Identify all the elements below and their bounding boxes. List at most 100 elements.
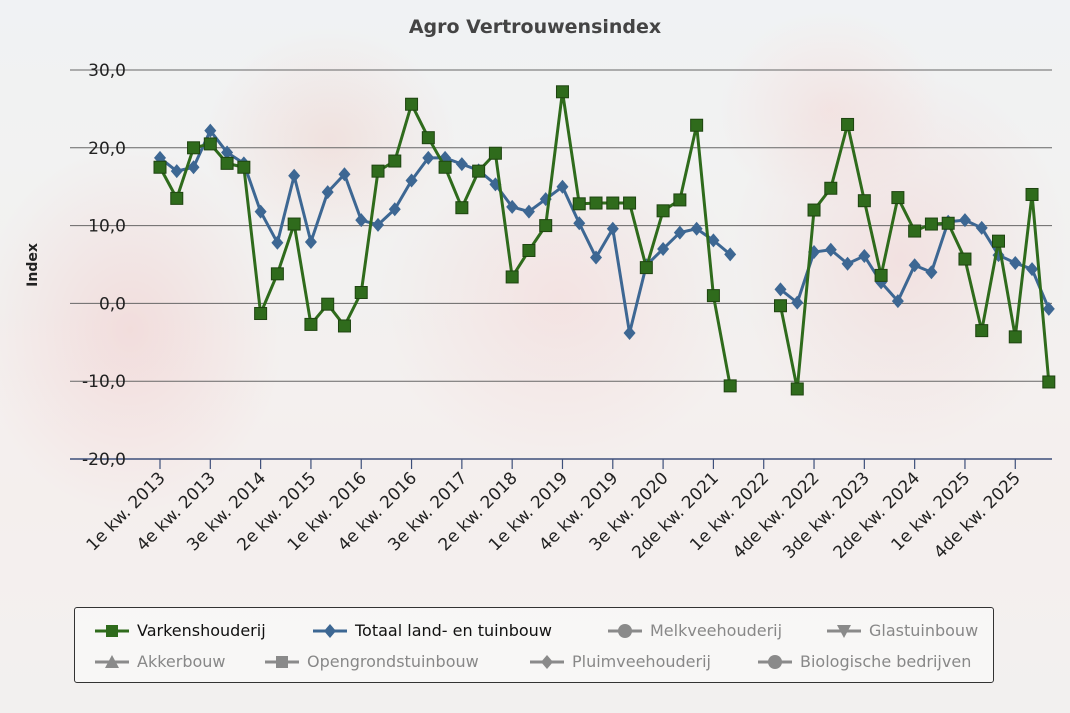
data-point[interactable] [673,225,686,240]
data-point[interactable] [656,204,670,218]
data-point[interactable] [690,221,703,236]
data-point[interactable] [573,216,586,231]
data-point[interactable] [1009,255,1022,270]
data-point[interactable] [1042,301,1055,316]
data-point[interactable] [690,118,704,132]
data-point[interactable] [1026,262,1039,277]
data-point[interactable] [237,160,251,174]
data-point[interactable] [908,224,922,238]
data-point[interactable] [455,201,469,215]
legend-item-6[interactable]: Pluimveehouderij [530,652,711,671]
data-point[interactable] [824,242,837,257]
data-point[interactable] [170,191,184,205]
data-point[interactable] [270,267,284,281]
data-point[interactable] [975,324,989,338]
data-point[interactable] [170,164,183,179]
data-point[interactable] [187,141,201,155]
data-point[interactable] [824,181,838,195]
data-point[interactable] [203,137,217,151]
data-point[interactable] [506,199,519,214]
data-point[interactable] [858,248,871,263]
data-point[interactable] [958,252,972,266]
data-point[interactable] [1008,330,1022,344]
data-point[interactable] [639,261,653,275]
data-point[interactable] [522,243,536,257]
data-point[interactable] [673,193,687,207]
data-point[interactable] [488,146,502,160]
data-point[interactable] [254,204,267,219]
data-point[interactable] [371,164,385,178]
data-point[interactable] [422,150,435,165]
data-point[interactable] [421,131,435,145]
legend-item-7[interactable]: Biologische bedrijven [758,652,971,671]
data-point[interactable] [355,213,368,228]
data-point[interactable] [405,173,418,188]
data-point[interactable] [891,294,904,309]
data-point[interactable] [941,216,955,230]
data-point[interactable] [321,297,335,311]
data-point[interactable] [472,164,486,178]
data-point[interactable] [388,154,402,168]
data-point[interactable] [1042,375,1056,389]
data-point[interactable] [438,160,452,174]
data-point[interactable] [271,235,284,250]
data-point[interactable] [723,379,737,393]
data-point[interactable] [623,325,636,340]
data-point[interactable] [707,233,720,248]
data-point[interactable] [405,97,419,111]
data-point[interactable] [204,123,217,138]
legend-item-2[interactable]: Melkveehouderij [608,621,782,640]
data-point[interactable] [220,156,234,170]
data-point[interactable] [455,157,468,172]
data-point[interactable] [187,160,200,175]
data-point[interactable] [153,160,167,174]
data-point[interactable] [874,268,888,282]
data-point[interactable] [321,185,334,200]
data-point[interactable] [337,319,351,333]
data-point[interactable] [287,217,301,231]
data-point[interactable] [589,196,603,210]
data-point[interactable] [606,196,620,210]
data-point[interactable] [590,250,603,265]
data-point[interactable] [790,382,804,396]
data-point[interactable] [623,196,637,210]
data-point[interactable] [372,217,385,232]
data-point[interactable] [908,258,921,273]
legend-item-3[interactable]: Glastuinbouw [827,621,978,640]
data-point[interactable] [522,204,535,219]
data-point[interactable] [857,194,871,208]
data-point[interactable] [706,289,720,303]
data-point[interactable] [539,219,553,233]
data-point[interactable] [657,241,670,256]
data-point[interactable] [505,270,519,284]
data-point[interactable] [807,203,821,217]
data-point[interactable] [556,179,569,194]
data-point[interactable] [841,256,854,271]
data-point[interactable] [338,167,351,182]
legend-item-4[interactable]: Akkerbouw [95,652,226,671]
data-point[interactable] [924,217,938,231]
data-point[interactable] [724,247,737,262]
data-point[interactable] [841,117,855,131]
data-point[interactable] [1025,187,1039,201]
data-point[interactable] [304,234,317,249]
data-point[interactable] [774,282,787,297]
data-point[interactable] [975,220,988,235]
data-point[interactable] [288,168,301,183]
legend-item-0[interactable]: Varkenshouderij [95,621,266,640]
data-point[interactable] [958,213,971,228]
data-point[interactable] [606,221,619,236]
data-point[interactable] [555,85,569,99]
data-point[interactable] [791,295,804,310]
data-point[interactable] [304,317,318,331]
legend-item-5[interactable]: Opengrondstuinbouw [265,652,479,671]
data-point[interactable] [925,265,938,280]
data-point[interactable] [254,307,268,321]
data-point[interactable] [992,234,1005,248]
legend-item-1[interactable]: Totaal land- en tuinbouw [313,621,552,640]
data-point[interactable] [388,202,401,217]
data-point[interactable] [891,191,905,205]
data-point[interactable] [354,286,368,300]
data-point[interactable] [572,197,586,211]
data-point[interactable] [773,299,787,313]
